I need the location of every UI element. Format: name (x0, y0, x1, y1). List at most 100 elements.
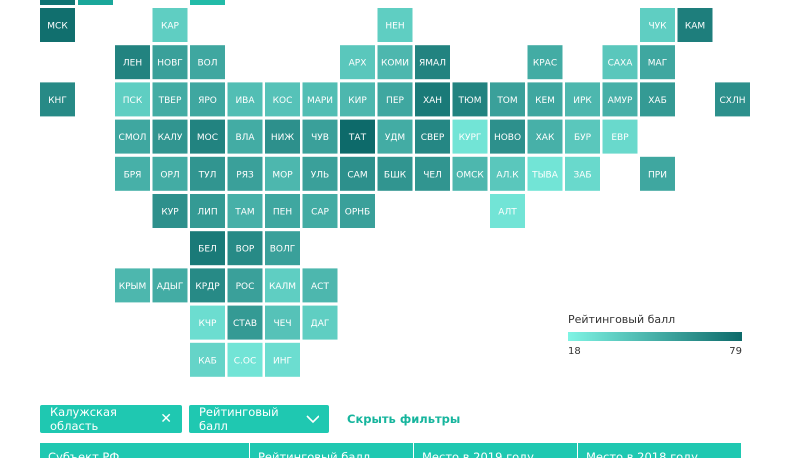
region-label: АЛТ (498, 208, 517, 218)
region-tile (565, 82, 600, 117)
region-label: ПРИ (648, 170, 667, 180)
region-label: ТАТ (348, 133, 367, 143)
region-label: АЛ.К (496, 170, 519, 180)
hide-filters[interactable]: Скрыть фильтры (347, 412, 461, 426)
region-label: ПСК (123, 96, 143, 106)
region-label: НОВГ (157, 59, 183, 69)
region-tile (227, 342, 263, 377)
region-tile (265, 231, 300, 266)
region-tile (227, 268, 263, 303)
region-tile (265, 82, 300, 117)
region-tile (415, 45, 450, 80)
region-tile (377, 82, 413, 117)
region-label: КОС (273, 96, 293, 106)
region-label: КЕМ (535, 96, 555, 106)
region-label: САР (311, 208, 329, 218)
region-tile (227, 119, 263, 154)
region-label: ВОЛГ (270, 245, 296, 255)
region-tile (265, 156, 300, 191)
region-label: ЧУВ (311, 133, 329, 143)
region-tile (527, 119, 563, 154)
region-label: КИР (348, 96, 367, 106)
region-label: ТЮМ (458, 96, 482, 106)
region-label: КНГ (48, 96, 67, 106)
region-tile (377, 119, 413, 154)
table-header[interactable]: Место в 2018 году (578, 443, 742, 458)
region-tile (152, 8, 188, 42)
region-tile (490, 194, 525, 228)
region-label: АРХ (349, 59, 367, 69)
region-tile (152, 45, 188, 80)
region-label: ХАК (536, 133, 555, 143)
region-label: КАЛМ (269, 282, 296, 292)
table-header[interactable]: Рейтинговый балл (250, 443, 414, 458)
region-tile (527, 82, 563, 117)
region-label: С.ОС (234, 356, 257, 366)
region-label: ПЕН (273, 208, 292, 218)
region-tile (265, 268, 300, 303)
region-tile (152, 119, 188, 154)
region-tile (715, 82, 750, 117)
region-tile (302, 82, 338, 117)
partial-tile (40, 0, 75, 5)
region-tile (152, 82, 188, 117)
region-label: БРЯ (124, 170, 142, 180)
region-label: РОС (236, 282, 255, 292)
region-label: ДАГ (311, 319, 330, 329)
region-tile (340, 45, 375, 80)
table-header[interactable]: Место в 2019 году (414, 443, 578, 458)
filter-chip[interactable]: Калужская область ✕ (40, 405, 182, 433)
region-tile (265, 342, 300, 377)
region-tile (565, 156, 600, 191)
region-label: ТАМ (234, 208, 254, 218)
region-tile (527, 156, 563, 191)
partial-tile (190, 0, 225, 5)
region-tile (340, 82, 375, 117)
region-tile (602, 82, 638, 117)
region-label: СВЕР (421, 133, 445, 143)
region-label: ИРК (573, 96, 592, 106)
region-label: САМ (347, 170, 367, 180)
table-header[interactable]: Субъект РФ (40, 443, 250, 458)
chip-label: Калужская область (50, 405, 117, 433)
region-label: КАБ (198, 356, 217, 366)
region-tile (565, 119, 600, 154)
region-tile (302, 119, 338, 154)
region-tile (415, 156, 450, 191)
region-label: БЕЛ (198, 245, 217, 255)
legend-max: 79 (729, 346, 742, 357)
region-label: ЛЕН (123, 59, 142, 69)
region-label: КРДР (195, 282, 220, 292)
legend-title: Рейтинговый балл (568, 313, 675, 326)
region-label: КРЫМ (119, 282, 147, 292)
region-label: АСТ (311, 282, 329, 292)
region-label: КОМИ (381, 59, 409, 69)
region-label: МОС (197, 133, 218, 143)
region-tile (265, 194, 300, 228)
filter-chip[interactable]: Рейтинговый балл (189, 405, 329, 433)
region-label: ПЕР (386, 96, 404, 106)
region-tile (377, 156, 413, 191)
close-icon[interactable]: ✕ (160, 411, 172, 427)
region-tile (190, 305, 225, 340)
region-tile (302, 194, 338, 228)
region-tile (490, 156, 525, 191)
region-tile (527, 45, 563, 80)
region-label: ВЛА (235, 133, 255, 143)
region-label: ИНГ (273, 356, 292, 366)
region-label: КРАС (533, 59, 557, 69)
region-tile (227, 305, 263, 340)
region-tile (265, 119, 300, 154)
region-tile (302, 268, 338, 303)
region-label: ТУЛ (198, 170, 217, 180)
region-tile (190, 194, 225, 228)
region-tile (677, 8, 713, 42)
region-tile (452, 82, 488, 117)
region-label: ЯМАЛ (419, 59, 446, 69)
region-label: ЛИП (197, 208, 217, 218)
region-tile (490, 82, 525, 117)
region-tile (152, 156, 188, 191)
region-tile (377, 45, 413, 80)
region-tile (415, 119, 450, 154)
legend-bar (568, 332, 742, 341)
